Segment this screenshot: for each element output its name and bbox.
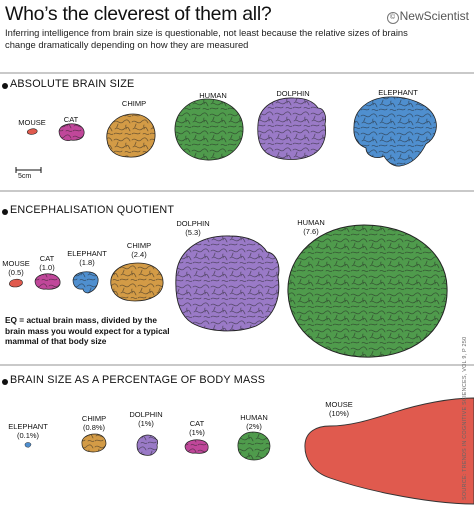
label-value: (1.0) xyxy=(39,263,55,272)
brain-cat-percent xyxy=(184,439,209,454)
brain-dolphin-percent xyxy=(136,434,159,456)
label-value: (1.8) xyxy=(79,258,95,267)
label-cat-percent: CAT (1%) xyxy=(189,419,205,437)
label-name: DOLPHIN xyxy=(176,219,210,228)
label-name: CHIMP xyxy=(81,414,107,423)
label-value: (1%) xyxy=(189,428,205,437)
label-name: HUMAN xyxy=(297,218,325,227)
brain-mouse-eq xyxy=(9,278,23,288)
label-dolphin-eq: DOLPHIN (5.3) xyxy=(176,219,209,237)
source-credit: SOURCE: TRENDS IN COGNITIVE SCIENCES, VO… xyxy=(462,336,468,500)
brain-dolphin-absolute xyxy=(257,97,326,160)
brain-human-eq xyxy=(287,224,448,358)
label-dolphin-percent: DOLPHIN (1%) xyxy=(129,410,162,428)
label-human-percent: HUMAN (2%) xyxy=(240,413,268,431)
label-value: (2.4) xyxy=(131,250,147,259)
label-value: (2%) xyxy=(246,422,262,431)
label-value: (0.8%) xyxy=(82,423,106,432)
brain-chimp-eq xyxy=(110,262,164,302)
label-chimp-percent: CHIMP (0.8%) xyxy=(82,414,106,432)
label-elephant-eq: ELEPHANT (1.8) xyxy=(67,249,107,267)
label-human-eq: HUMAN (7.6) xyxy=(297,218,325,236)
label-human-absolute: HUMAN xyxy=(199,91,227,100)
brain-mouse-percent xyxy=(304,397,474,505)
scale-bar xyxy=(15,167,42,173)
brain-elephant-percent xyxy=(24,442,32,448)
section-divider xyxy=(0,364,474,366)
section-bullet-icon xyxy=(2,209,8,215)
page-subtitle: Inferring intelligence from brain size i… xyxy=(5,27,408,50)
brain-cat-absolute xyxy=(58,123,85,141)
label-name: MOUSE xyxy=(2,259,30,268)
label-cat-eq: CAT (1.0) xyxy=(39,254,54,272)
label-name: ELEPHANT xyxy=(8,422,48,431)
label-dolphin-absolute: DOLPHIN xyxy=(276,89,310,98)
label-name: CHIMP xyxy=(126,241,152,250)
label-value: (10%) xyxy=(328,409,350,418)
brain-chimp-absolute xyxy=(106,113,156,158)
label-mouse-eq: MOUSE (0.5) xyxy=(2,259,30,277)
brand-logo: © NewScientist xyxy=(386,9,469,24)
section-title-percentage: BRAIN SIZE AS A PERCENTAGE OF BODY MASS xyxy=(10,374,266,386)
label-name: DOLPHIN xyxy=(129,410,163,419)
label-mouse-absolute: MOUSE xyxy=(18,118,46,127)
label-chimp-absolute: CHIMP xyxy=(121,99,147,108)
section-title-eq: ENCEPHALISATION QUOTIENT xyxy=(10,204,175,216)
label-mouse-percent: MOUSE (10%) xyxy=(325,400,353,418)
brain-cat-eq xyxy=(34,273,61,290)
label-value: (1%) xyxy=(138,419,154,428)
eq-definition: EQ = actual brain mass, divided by the b… xyxy=(5,315,170,346)
brain-elephant-eq xyxy=(72,271,99,294)
label-name: HUMAN xyxy=(240,413,268,422)
brain-chimp-percent xyxy=(81,433,107,453)
brain-human-percent xyxy=(237,431,271,461)
section-bullet-icon xyxy=(2,379,8,385)
section-bullet-icon xyxy=(2,83,8,89)
label-elephant-percent: ELEPHANT (0.1%) xyxy=(8,422,48,440)
brain-elephant-absolute xyxy=(353,96,437,167)
label-cat-absolute: CAT xyxy=(63,115,79,124)
label-value: (5.3) xyxy=(185,228,201,237)
label-value: (7.6) xyxy=(303,227,319,236)
copyright-icon: © xyxy=(386,12,399,24)
label-name: CAT xyxy=(189,419,205,428)
label-value: (0.1%) xyxy=(16,431,40,440)
brand-name: NewScientist xyxy=(399,9,469,23)
label-value: (0.5) xyxy=(8,268,24,277)
scale-label: 5cm xyxy=(18,173,32,180)
section-title-absolute: ABSOLUTE BRAIN SIZE xyxy=(10,78,135,90)
brain-human-absolute xyxy=(174,98,244,161)
section-divider xyxy=(0,190,474,192)
page-title: Who’s the cleverest of them all? xyxy=(5,3,272,25)
label-name: MOUSE xyxy=(325,400,353,409)
label-name: CAT xyxy=(39,254,55,263)
label-chimp-eq: CHIMP (2.4) xyxy=(127,241,151,259)
label-name: ELEPHANT xyxy=(67,249,107,258)
section-divider xyxy=(0,72,474,74)
brain-mouse-absolute xyxy=(26,128,38,135)
label-elephant-absolute: ELEPHANT xyxy=(378,88,418,97)
brain-dolphin-eq xyxy=(175,235,280,332)
